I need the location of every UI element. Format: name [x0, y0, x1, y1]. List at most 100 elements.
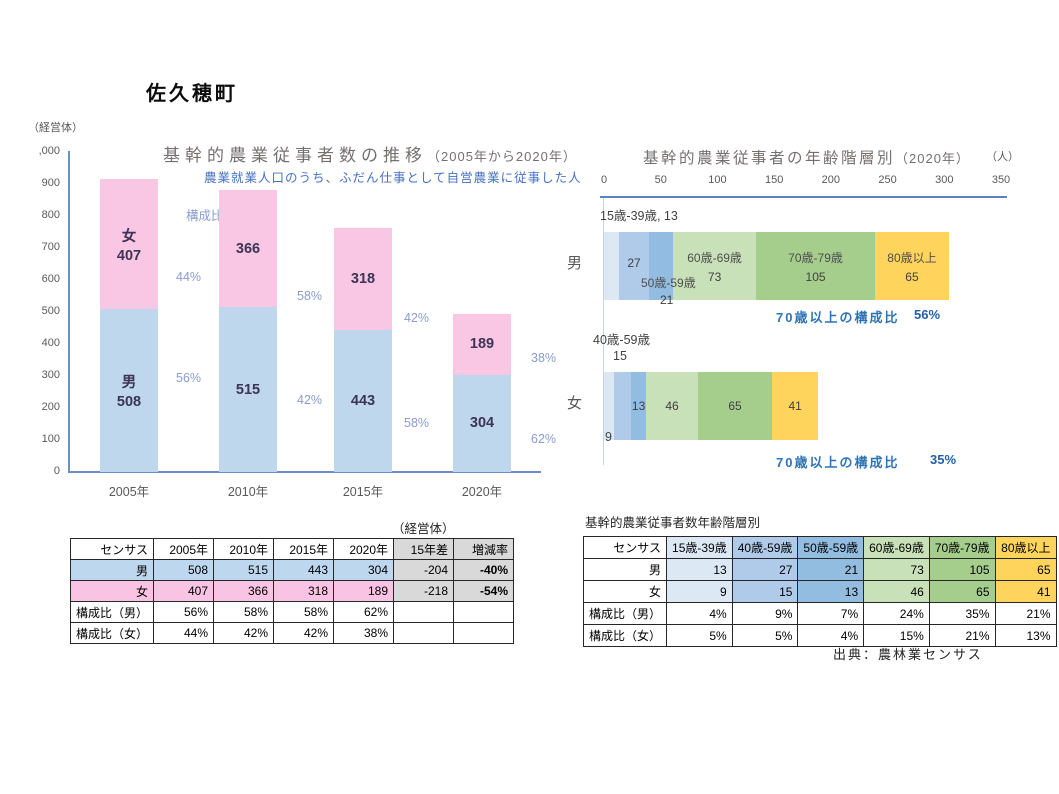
chart2-male-over70-value: 56%: [914, 307, 941, 322]
table2-header: 60歳-69歳: [863, 536, 930, 559]
age-name-male-50-59: 50歳-59歳: [641, 276, 696, 290]
trend-bar-male-labels: 304: [453, 375, 511, 472]
x-tick: 0: [600, 174, 608, 186]
y-tick: 500: [41, 305, 60, 317]
composition-pct-bottom: 56%: [176, 371, 202, 385]
chart2-female-callout-age: 40歳-59歳: [593, 333, 650, 347]
trend-bar-male: [453, 374, 511, 472]
y-tick: 300: [41, 369, 60, 381]
table1-row-label: 男: [69, 559, 155, 581]
trend-value-female: 318: [350, 271, 376, 288]
age-name-male: 70歳-79歳: [788, 250, 843, 265]
table2-value: 9: [666, 580, 733, 603]
table2-value: 24%: [863, 602, 930, 625]
age-label-block-male: 80歳以上 65: [852, 232, 972, 300]
table1-diff: -204: [393, 559, 455, 581]
table2-value: 13: [797, 580, 865, 603]
chart2-female-over70-label: 70歳以上の構成比: [776, 455, 900, 470]
chart1-composition-word: 構成比: [186, 209, 224, 223]
category-label: 男: [567, 255, 583, 272]
age-table: センサス 15歳-39歳 40歳-59歳 50歳-59歳 60歳-69歳 70歳-79歳 8…: [582, 536, 1057, 647]
table1-value: 38%: [333, 622, 395, 644]
table2-source: 出典：農林業センサス: [833, 647, 983, 662]
trend-value-female: 189: [469, 336, 495, 353]
chart1-unit-label: （経営体）: [28, 122, 83, 134]
trend-bar-female: [219, 190, 277, 308]
x-tick-year: 2005年: [108, 485, 150, 499]
y-tick: ,000: [38, 145, 60, 157]
composition-pct-top: 38%: [531, 351, 557, 365]
chart2-y-axis-line: [603, 198, 604, 465]
age-segment-female: [614, 372, 632, 440]
age-segment-male: [604, 232, 619, 300]
chart2-male-callout-15-39: 15歳-39歳, 13: [600, 209, 678, 223]
page-title: 佐久穂町: [146, 83, 238, 105]
table2-header: 40歳-59歳: [731, 536, 799, 559]
chart2-unit-label: （人）: [986, 151, 1019, 163]
chart1-title-main: 基幹的農業従事者数の推移: [163, 146, 427, 165]
trend-value-male: 304: [469, 415, 495, 432]
y-tick: 100: [41, 433, 60, 445]
table1-value: 56%: [153, 601, 215, 623]
table2-title: 基幹的農業従事者数年齢階層別: [585, 516, 761, 530]
table1-value: 42%: [273, 622, 335, 644]
composition-pct-bottom: 42%: [297, 393, 323, 407]
table2-header: 50歳-59歳: [797, 536, 865, 559]
age-name-male: 80歳以上: [887, 250, 937, 265]
composition-pct-top: 58%: [297, 289, 323, 303]
age-segment-male: [618, 232, 650, 300]
chart2-title-paren: （2020年）: [895, 151, 970, 166]
table2-value: 9%: [731, 602, 799, 625]
table1-rate: -40%: [453, 559, 515, 581]
table2-row-label: 男: [582, 558, 668, 581]
table1-value: 42%: [213, 622, 275, 644]
x-tick-year: 2010年: [227, 485, 269, 499]
table2-value: 7%: [797, 602, 865, 625]
age-label-block-male: 60歳-69歳 73: [655, 232, 775, 300]
age-segment-male: [755, 232, 876, 300]
trend-bar-female-labels: 189: [453, 314, 511, 374]
table2-value: 35%: [928, 602, 996, 625]
chart1-subtitle: 農業就業人口のうち、ふだん仕事として自営農業に従事した人: [204, 171, 582, 185]
table2-value: 41: [994, 580, 1057, 603]
trend-value-female: 407: [116, 247, 142, 264]
composition-pct-top: 44%: [176, 270, 202, 284]
age-value-male: 105: [805, 269, 826, 284]
age-segment-female: [771, 372, 819, 440]
chart1-title: 基幹的農業従事者数の推移（2005年から2020年）: [163, 141, 577, 166]
age-value-male: 73: [707, 269, 722, 284]
y-tick: 400: [41, 337, 60, 349]
trend-bar-female-labels: 366: [219, 190, 277, 307]
trend-value-female: 366: [235, 240, 261, 257]
age-value-male: 65: [905, 269, 919, 284]
table1-header: 2010年: [213, 538, 275, 560]
composition-pct-top: 42%: [404, 311, 430, 325]
trend-bar-male: [100, 309, 158, 472]
x-tick: 150: [764, 174, 784, 186]
y-tick: 0: [53, 465, 60, 477]
age-value-female: 65: [728, 399, 742, 413]
table2-header: 70歳-79歳: [928, 536, 996, 559]
age-value-female: 13: [631, 399, 646, 413]
trend-bar-female: [453, 314, 511, 375]
y-tick: 700: [41, 241, 60, 253]
table1-rate: -54%: [453, 580, 515, 602]
age-label-block-male: 70歳-79歳 105: [756, 232, 876, 300]
table1-row-label: 構成比（男）: [69, 601, 155, 623]
table2-value: 21%: [994, 602, 1057, 625]
table1-value: 366: [213, 580, 275, 602]
table2-value: 65: [994, 558, 1057, 581]
table2-value: 5%: [666, 624, 733, 647]
trend-table: センサス 2005年 2010年 2015年 2020年 15年差 増減率男 508 515 44…: [69, 538, 515, 644]
table1-row-label: 女: [69, 580, 155, 602]
table1-header: 15年差: [393, 538, 455, 560]
composition-pct-bottom: 62%: [531, 432, 557, 446]
chart1-title-paren: （2005年から2020年）: [427, 149, 577, 164]
table1-header: 2005年: [153, 538, 215, 560]
table1-unit-label: （経営体）: [392, 522, 455, 536]
age-value-female: 46: [665, 399, 679, 413]
y-tick: 600: [41, 273, 60, 285]
table1-value: 508: [153, 559, 215, 581]
chart2-male-over70-label: 70歳以上の構成比: [776, 310, 900, 325]
